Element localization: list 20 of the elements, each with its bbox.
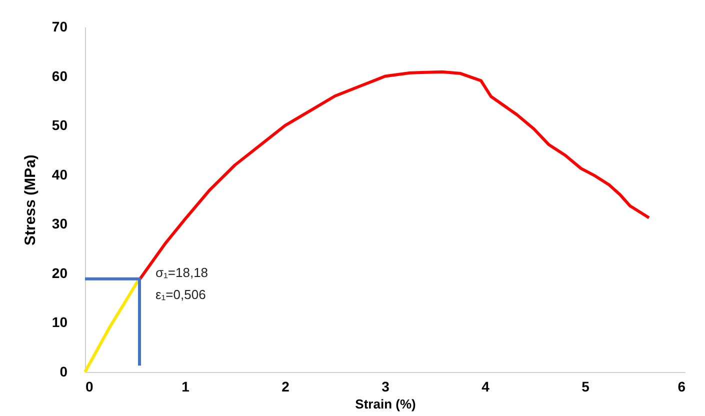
x-tick-label: 0: [86, 378, 94, 394]
y-tick-label: 50: [52, 117, 68, 134]
y-axis-title: Stress (MPa): [22, 154, 39, 246]
x-axis-title: Strain (%): [355, 396, 416, 412]
y-tick-label: 70: [52, 18, 68, 34]
x-tick-label: 1: [182, 378, 190, 394]
annotation: ε₁=0,506: [156, 286, 206, 302]
y-tick-label: 10: [52, 314, 68, 330]
x-tick-label: 3: [382, 378, 390, 394]
y-tick-label: 0: [60, 364, 68, 380]
y-tick-label: 40: [52, 166, 68, 182]
x-tick-label: 4: [482, 378, 490, 394]
line-series: [138, 70, 650, 280]
x-tick-label: 2: [282, 378, 290, 394]
y-tick-label: 30: [52, 216, 68, 232]
annotation: σ₁=18,18: [156, 264, 208, 280]
y-tick-label: 60: [52, 68, 68, 84]
x-tick-label: 6: [678, 378, 686, 394]
y-tick-label: 20: [52, 264, 68, 281]
x-tick-label: 5: [582, 378, 590, 394]
